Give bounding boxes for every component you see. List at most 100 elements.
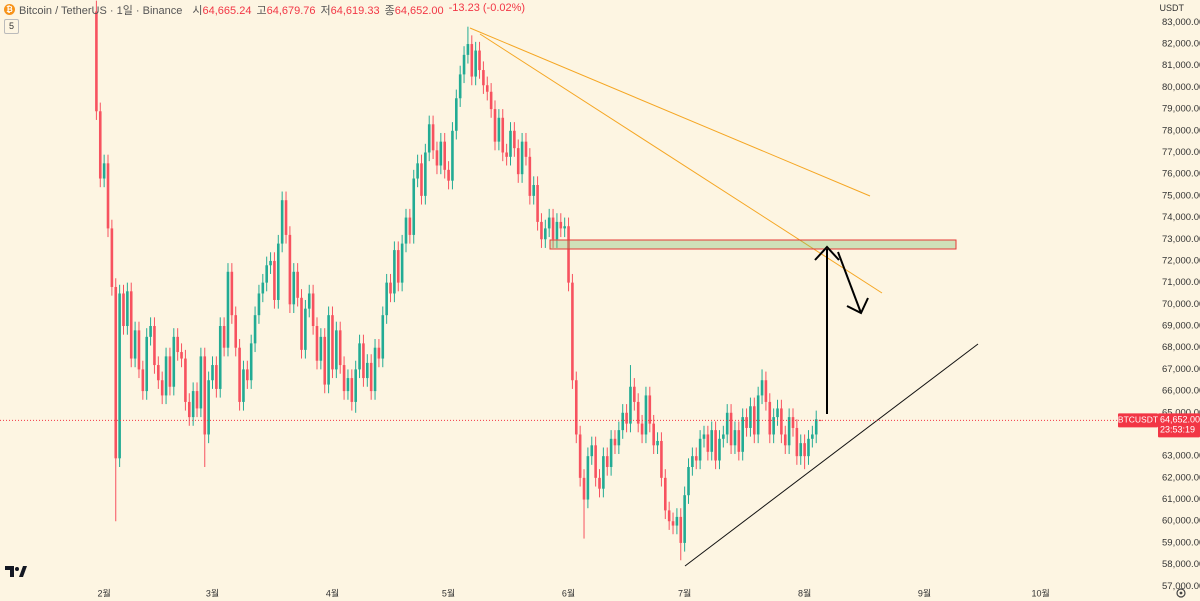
candle-body (455, 98, 458, 131)
candle-body (783, 434, 787, 446)
candle-body (629, 386, 632, 424)
candle-body (184, 358, 187, 402)
candle-body (470, 44, 474, 77)
candle-body (729, 412, 733, 446)
candle-body (760, 380, 764, 396)
candle-body (493, 109, 497, 142)
candle-body (292, 271, 296, 305)
candle-body (478, 50, 481, 71)
candle-body (187, 401, 191, 418)
candle-body (598, 477, 601, 489)
candle-body (222, 326, 226, 348)
candle-body (95, 11, 98, 112)
candle-body (300, 297, 303, 350)
candle-body (338, 330, 342, 366)
candle-body (590, 445, 594, 457)
currency[interactable]: USDT (1159, 2, 1194, 14)
candle-body (110, 228, 114, 287)
candle-body (238, 347, 241, 402)
symbol-tag-bg (1118, 413, 1158, 428)
candle-body (230, 271, 234, 316)
candle-body (458, 74, 462, 99)
y-tick-label: 73,000.00 (1162, 234, 1200, 245)
candle-body (602, 456, 605, 489)
candle-body (362, 343, 365, 379)
candle-body (195, 391, 199, 409)
candle-body (656, 440, 659, 446)
candle-body (741, 417, 744, 452)
candle-body (373, 347, 377, 392)
candle-body (772, 417, 775, 435)
candle-body (335, 330, 338, 370)
arrow (837, 251, 862, 314)
y-tick-label: 58,000.00 (1162, 559, 1200, 570)
candle-body (315, 326, 319, 361)
trend-line (479, 33, 883, 294)
candle-body (497, 117, 501, 142)
indicator-badge[interactable]: 5 (4, 19, 20, 34)
y-tick-label: 77,000.00 (1162, 147, 1200, 158)
candle-body (133, 330, 137, 359)
candle-body (211, 365, 214, 381)
candle-body (412, 178, 416, 235)
symbol-title[interactable]: Bitcoin / TetherUS · 1일 · Binance (19, 4, 183, 17)
candle-body (168, 356, 172, 387)
candle-body (787, 417, 791, 446)
header: ₿ Bitcoin / TetherUS · 1일 · Binance 시64,… (4, 2, 525, 17)
candle-body (652, 423, 655, 446)
candle-body (532, 185, 536, 196)
y-tick-label: 79,000.00 (1162, 104, 1200, 115)
y-tick-label: 76,000.00 (1162, 169, 1200, 180)
y-tick-label: 67,000.00 (1162, 364, 1200, 375)
tv-logo (5, 566, 27, 577)
candle-body (694, 456, 698, 461)
candle-body (640, 423, 644, 435)
candle-body (516, 148, 520, 175)
candle-body (145, 336, 149, 392)
candle-body (722, 434, 725, 439)
candle-body (249, 343, 253, 381)
candle-body (621, 412, 625, 431)
settings-icon[interactable] (1176, 588, 1186, 598)
supply-zone (549, 239, 957, 250)
candle-body (803, 443, 806, 457)
candle-body (667, 510, 671, 522)
candle-body (698, 438, 702, 461)
candle-body (443, 141, 446, 170)
y-tick-label: 69,000.00 (1162, 321, 1200, 332)
candle-body (683, 495, 686, 543)
candle-body (551, 217, 555, 240)
candle-body (799, 443, 803, 457)
y-tick-label: 68,000.00 (1162, 342, 1200, 353)
candle-body (605, 456, 609, 468)
candle-body (571, 282, 574, 381)
candle-body (389, 282, 392, 294)
support-line (684, 343, 979, 567)
candle-body (768, 401, 772, 435)
candle-body (350, 378, 354, 402)
candle-body (203, 356, 207, 435)
candle-body (273, 260, 276, 300)
candle-body (544, 228, 547, 240)
candle-body (319, 336, 323, 361)
candle-body (447, 169, 450, 181)
candle-body (706, 434, 710, 452)
candle-body (609, 438, 613, 468)
change: -13.23 (-0.02%) (448, 1, 526, 14)
candle-body (381, 315, 385, 359)
candle-body (288, 234, 292, 305)
candle-body (795, 427, 799, 457)
candle-body (261, 282, 265, 294)
candle-body (501, 117, 505, 153)
ohlc-value: 64,652.00 (394, 4, 444, 17)
candle-body (215, 365, 218, 389)
candle-body (420, 163, 423, 196)
candle-body (106, 163, 110, 229)
candle-body (354, 369, 357, 402)
candle-body (749, 406, 752, 428)
candle-body (513, 130, 516, 149)
candle-body (207, 380, 210, 435)
symbol-tag: BTCUSDT (1118, 415, 1158, 425)
candle-body (745, 417, 748, 428)
